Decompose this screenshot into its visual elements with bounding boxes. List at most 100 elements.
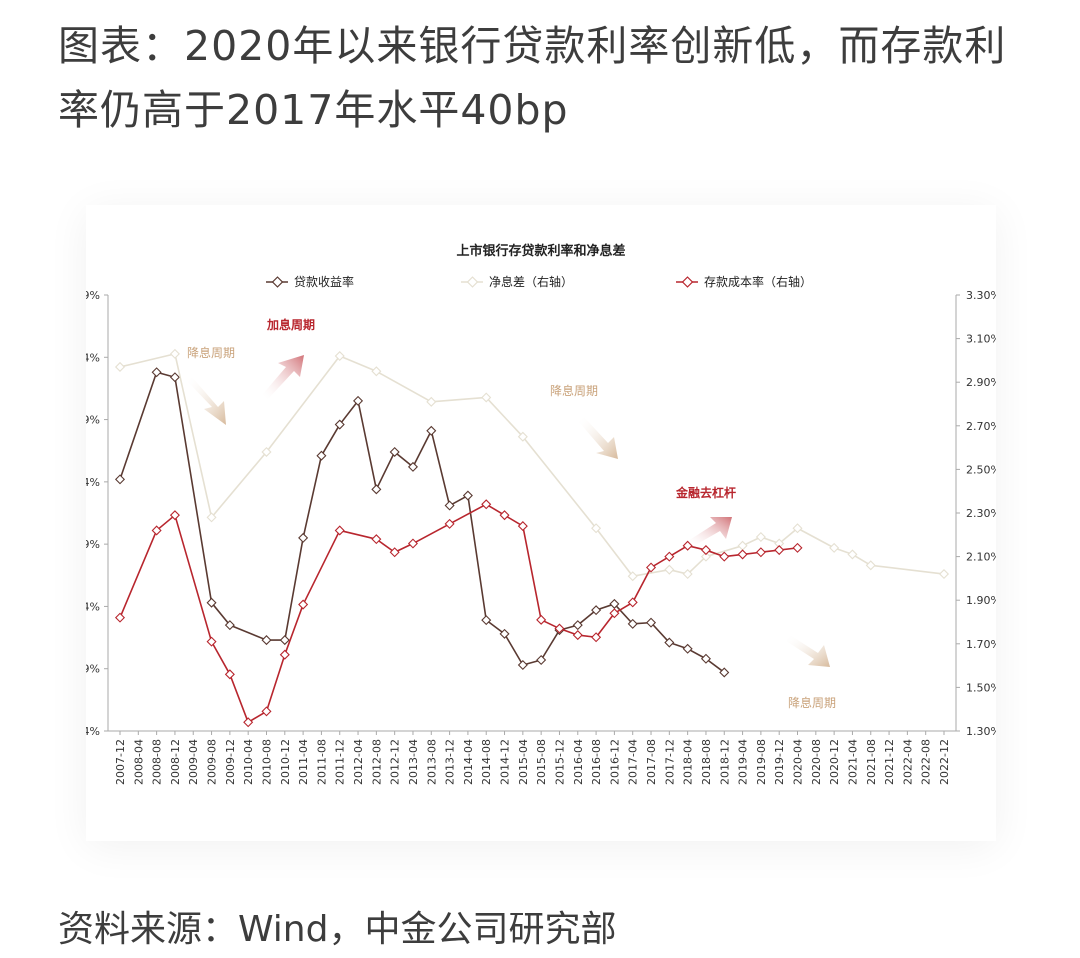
right-tick-label: 3.10% (966, 333, 996, 346)
data-point (261, 635, 272, 646)
data-point (481, 615, 492, 626)
legend-marker (681, 276, 694, 288)
data-point (151, 367, 162, 378)
data-point (462, 490, 473, 501)
data-point (755, 531, 766, 543)
x-tick-label: 2013-04 (407, 739, 420, 785)
left-tick-label: 5.9% (86, 538, 100, 551)
data-point (407, 461, 418, 472)
data-point (938, 569, 950, 580)
x-tick-label: 2010-12 (279, 739, 292, 785)
data-point (334, 351, 345, 362)
x-tick-label: 2009-12 (224, 739, 237, 785)
data-point (847, 549, 858, 560)
data-point (536, 654, 547, 666)
data-point (591, 605, 602, 616)
data-point (114, 612, 126, 623)
trend-arrow-icon (262, 355, 304, 399)
x-tick-label: 2017-04 (627, 739, 640, 785)
data-point (114, 361, 126, 372)
data-point (298, 532, 309, 543)
data-point (279, 635, 290, 646)
source-note: 资料来源：Wind，中金公司研究部 (58, 909, 617, 950)
right-tick-label: 2.70% (966, 420, 996, 433)
data-point (792, 523, 803, 534)
data-point (737, 540, 748, 551)
x-tick-label: 2018-04 (682, 739, 695, 785)
data-point (682, 569, 693, 580)
x-tick-label: 2016-12 (608, 739, 621, 785)
left-tick-label: 6.9% (86, 414, 100, 427)
x-tick-label: 2019-08 (755, 739, 768, 785)
x-tick-label: 2019-12 (773, 739, 786, 785)
data-point (279, 649, 290, 660)
data-point (444, 518, 455, 529)
data-point (755, 547, 766, 558)
data-point (206, 512, 217, 523)
x-tick-label: 2020-12 (828, 739, 841, 785)
chart-title: 上市银行存贷款利率和净息差 (456, 243, 625, 259)
legend-label: 净息差（右轴） (489, 274, 573, 289)
data-point (261, 446, 272, 457)
right-tick-label: 2.10% (966, 551, 996, 564)
right-tick-label: 3.30% (966, 289, 996, 302)
data-point (829, 542, 840, 553)
data-point (646, 617, 657, 628)
x-tick-label: 2008-04 (132, 739, 145, 785)
trend-arrow-icon (786, 635, 830, 667)
chart-card: 上市银行存贷款利率和净息差 4.4% 4.9% 5.4% 5.9% 6.4% 6.9% 7.4… (86, 205, 996, 841)
x-tick-label: 2021-08 (865, 739, 878, 785)
data-point (169, 372, 180, 383)
x-tick-label: 2017-12 (663, 739, 676, 785)
right-tick-label: 2.50% (966, 463, 996, 476)
trend-arrow-icon (578, 417, 618, 459)
x-tick-label: 2014-04 (462, 739, 475, 785)
data-point (664, 564, 675, 575)
x-tick-label: 2010-08 (260, 739, 273, 785)
data-point (206, 597, 217, 608)
data-point (316, 450, 327, 461)
x-tick-label: 2009-08 (206, 739, 219, 785)
right-tick-label: 1.50% (966, 681, 996, 694)
x-tick-label: 2020-08 (810, 739, 823, 785)
data-point (243, 717, 254, 728)
data-point (371, 366, 382, 377)
x-tick-label: 2007-12 (114, 739, 127, 785)
x-tick-label: 2015-12 (553, 739, 566, 785)
data-point (554, 623, 565, 634)
annotation-label: 加息周期 (266, 317, 315, 332)
data-point (371, 534, 382, 545)
data-point (627, 571, 638, 582)
data-point (334, 525, 345, 536)
x-tick-label: 2013-08 (425, 739, 438, 785)
data-point (517, 521, 528, 532)
x-tick-label: 2018-08 (700, 739, 713, 785)
data-point (151, 525, 162, 536)
x-tick-label: 2015-04 (517, 739, 530, 785)
data-point (206, 636, 217, 647)
x-tick-label: 2016-08 (590, 739, 603, 785)
annotation-label: 降息周期 (550, 383, 598, 398)
data-point (371, 484, 382, 495)
x-tick-label: 2012-04 (352, 739, 365, 785)
data-point (664, 551, 675, 562)
left-tick-label: 5.4% (86, 600, 100, 613)
x-tick-label: 2014-12 (499, 739, 512, 785)
x-tick-label: 2013-12 (444, 739, 457, 785)
x-tick-label: 2018-12 (718, 739, 731, 785)
x-tick-label: 2022-04 (901, 739, 914, 785)
data-point (572, 620, 583, 631)
data-point (591, 523, 602, 534)
x-tick-label: 2021-04 (846, 739, 859, 785)
x-tick-label: 2011-12 (334, 739, 347, 785)
right-tick-label: 2.90% (966, 376, 996, 389)
data-point (536, 614, 547, 625)
data-point (389, 446, 400, 457)
data-point (664, 637, 675, 648)
data-point (481, 499, 492, 510)
x-tick-label: 2022-08 (920, 739, 933, 785)
data-point (261, 706, 272, 717)
left-tick-label: 7.4% (86, 351, 100, 364)
data-point (426, 396, 437, 407)
x-tick-label: 2008-08 (151, 739, 164, 785)
